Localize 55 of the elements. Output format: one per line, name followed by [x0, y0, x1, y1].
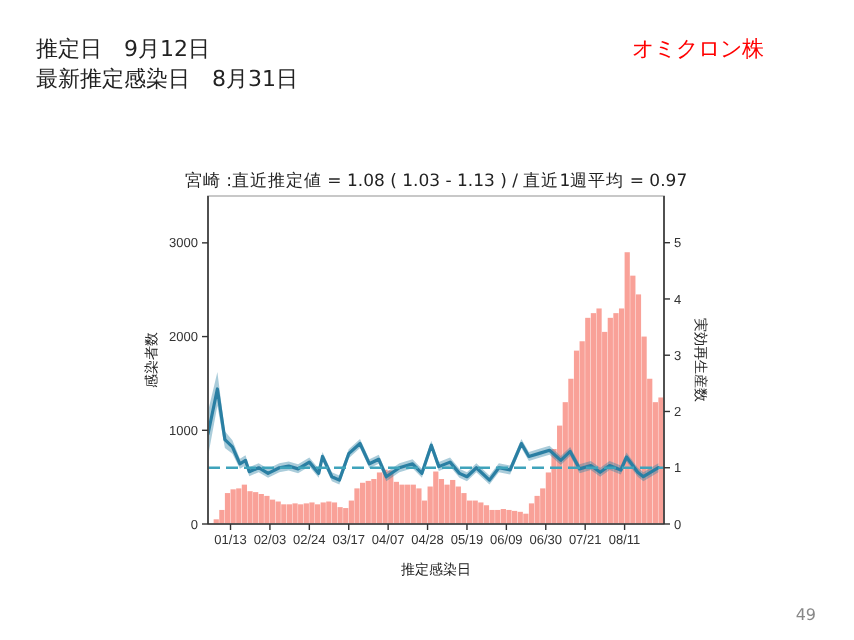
bar — [433, 471, 439, 524]
bar — [478, 502, 484, 524]
bar — [258, 494, 264, 524]
bar — [590, 313, 597, 524]
bar — [596, 308, 602, 524]
bar — [230, 489, 236, 524]
bar — [309, 502, 315, 524]
bar — [528, 503, 535, 524]
bar — [534, 495, 540, 524]
bar — [461, 493, 467, 524]
bar — [399, 484, 405, 524]
bar — [224, 493, 231, 524]
text: 推定日 9月12日 — [36, 36, 210, 62]
bar — [314, 504, 321, 524]
bar — [303, 503, 309, 524]
bar — [354, 488, 360, 524]
bar — [405, 484, 411, 524]
bar — [438, 479, 445, 524]
line-series — [208, 387, 660, 482]
bar — [281, 504, 287, 524]
bar — [320, 502, 326, 524]
bar — [489, 509, 495, 524]
bar — [343, 508, 349, 524]
bar — [506, 509, 512, 524]
bar — [500, 509, 506, 524]
bar — [416, 488, 422, 524]
bar — [585, 317, 591, 524]
bar — [292, 503, 298, 524]
chart-title: 宮崎 :直近推定値 = 1.08 ( 1.03 - 1.13 ) / 直近1週平均 = 0.97 — [184, 170, 688, 192]
text: 最新推定感染日 8月31日 — [36, 66, 298, 92]
bar — [365, 480, 371, 524]
bar — [236, 488, 242, 524]
bar — [658, 397, 664, 524]
text: 49 — [795, 606, 816, 624]
bar — [264, 495, 270, 524]
bar — [607, 317, 613, 524]
bar — [286, 504, 293, 524]
bar — [253, 492, 259, 524]
bar — [376, 472, 383, 524]
bar — [337, 507, 343, 524]
bar — [298, 504, 304, 524]
bar — [450, 479, 456, 524]
bar — [331, 502, 338, 524]
bar — [247, 491, 253, 524]
text: オミクロン株 — [632, 36, 764, 62]
bar — [444, 484, 450, 524]
bar — [613, 313, 619, 524]
bar — [455, 486, 461, 524]
bar — [241, 484, 248, 524]
bar — [410, 484, 416, 524]
bar — [269, 499, 276, 524]
bar — [360, 482, 366, 524]
bar — [483, 505, 490, 524]
bar — [371, 479, 377, 524]
bar — [624, 252, 630, 524]
